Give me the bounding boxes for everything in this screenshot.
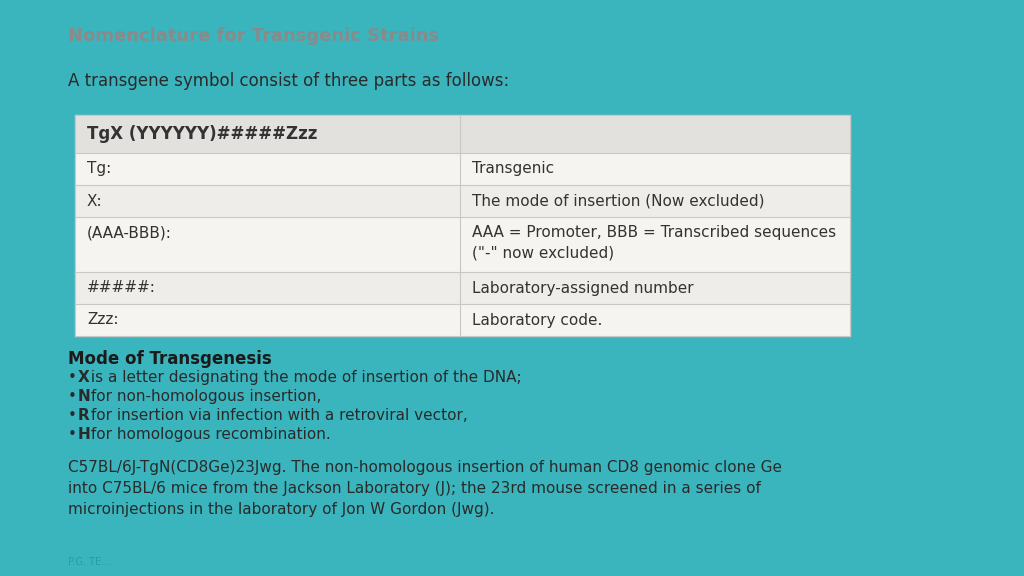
FancyBboxPatch shape xyxy=(75,115,850,336)
Text: H: H xyxy=(78,427,91,442)
Text: (AAA-BBB):: (AAA-BBB): xyxy=(87,225,172,240)
Text: TgX (YYYYYY)#####Zzz: TgX (YYYYYY)#####Zzz xyxy=(87,125,317,143)
Text: is a letter designating the mode of insertion of the DNA;: is a letter designating the mode of inse… xyxy=(86,370,521,385)
Text: •: • xyxy=(68,389,77,404)
Text: •: • xyxy=(68,408,77,423)
Text: Zzz:: Zzz: xyxy=(87,313,119,328)
Text: X:: X: xyxy=(87,194,102,209)
Text: Transgenic: Transgenic xyxy=(472,161,554,176)
Text: P.G. TE...: P.G. TE... xyxy=(68,557,111,567)
Text: for insertion via infection with a retroviral vector,: for insertion via infection with a retro… xyxy=(86,408,468,423)
Text: R: R xyxy=(78,408,90,423)
Text: C57BL/6J-TgN(CD8Ge)23Jwg. The non-homologous insertion of human CD8 genomic clon: C57BL/6J-TgN(CD8Ge)23Jwg. The non-homolo… xyxy=(68,460,782,517)
Text: for homologous recombination.: for homologous recombination. xyxy=(86,427,331,442)
Text: Nomenclature for Transgenic Strains: Nomenclature for Transgenic Strains xyxy=(68,27,439,45)
Text: #####:: #####: xyxy=(87,281,156,295)
Text: Laboratory code.: Laboratory code. xyxy=(472,313,602,328)
Text: A transgene symbol consist of three parts as follows:: A transgene symbol consist of three part… xyxy=(68,72,509,90)
FancyBboxPatch shape xyxy=(75,115,850,153)
Text: AAA = Promoter, BBB = Transcribed sequences
("-" now excluded): AAA = Promoter, BBB = Transcribed sequen… xyxy=(472,225,837,261)
Text: Mode of Transgenesis: Mode of Transgenesis xyxy=(68,350,271,368)
Text: •: • xyxy=(68,370,77,385)
Text: N: N xyxy=(78,389,91,404)
FancyBboxPatch shape xyxy=(75,272,850,304)
FancyBboxPatch shape xyxy=(75,217,850,272)
Text: for non-homologous insertion,: for non-homologous insertion, xyxy=(86,389,322,404)
FancyBboxPatch shape xyxy=(75,185,850,217)
Text: •: • xyxy=(68,427,77,442)
FancyBboxPatch shape xyxy=(75,153,850,185)
FancyBboxPatch shape xyxy=(75,304,850,336)
Text: Tg:: Tg: xyxy=(87,161,112,176)
Text: Laboratory-assigned number: Laboratory-assigned number xyxy=(472,281,693,295)
Text: X: X xyxy=(78,370,90,385)
Text: The mode of insertion (Now excluded): The mode of insertion (Now excluded) xyxy=(472,194,765,209)
